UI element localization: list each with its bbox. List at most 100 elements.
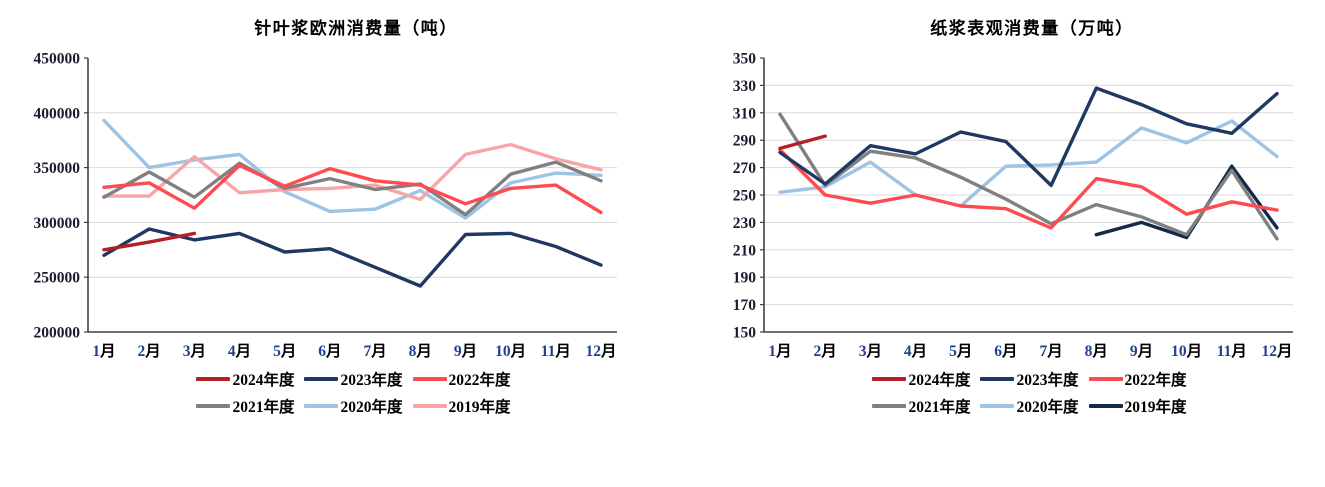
x-axis-label: 9月 <box>454 342 477 360</box>
y-axis-label: 250000 <box>34 270 81 287</box>
x-axis-label: 8月 <box>409 342 432 360</box>
x-axis-label: 7月 <box>363 342 386 360</box>
series-line-2023年度 <box>102 227 603 288</box>
legend-label: 2023年度 <box>1016 372 1079 389</box>
y-axis-label: 300000 <box>34 215 81 232</box>
series-line-2019年度 <box>1094 164 1279 240</box>
legend-item-2023年度: 2023年度 <box>304 368 403 390</box>
legend-item-2022年度: 2022年度 <box>412 368 511 390</box>
legend-item-2019年度: 2019年度 <box>1088 395 1187 417</box>
x-axis-label: 3月 <box>859 342 882 360</box>
legend-swatch-icon <box>304 404 339 408</box>
chart-legend: 2024年度 2023年度 2022年度 2021年度 2020年度 2019年度 <box>71 367 636 421</box>
legend-swatch-icon <box>412 377 447 381</box>
x-axis-label: 1月 <box>768 342 791 360</box>
x-axis-label: 6月 <box>994 342 1017 360</box>
legend-swatch-icon <box>1088 377 1123 381</box>
y-axis-label: 350 <box>733 51 757 68</box>
legend-item-2021年度: 2021年度 <box>196 395 294 417</box>
legend-row: 2024年度 2023年度 2022年度 <box>71 367 636 394</box>
x-axis-label: 10月 <box>495 342 526 360</box>
legend-label: 2022年度 <box>448 372 511 389</box>
legend-swatch-icon <box>196 377 231 381</box>
legend-item-2024年度: 2024年度 <box>196 368 294 390</box>
legend-swatch-icon <box>304 377 339 381</box>
legend-item-2020年度: 2020年度 <box>304 395 403 417</box>
legend-row: 2021年度 2020年度 2019年度 <box>71 394 636 421</box>
charts-row: 针叶浆欧洲消费量（吨） 200000 250000 300000 350000 4000… <box>16 0 1312 421</box>
legend-item-2021年度: 2021年度 <box>872 395 970 417</box>
series-line-2021年度 <box>778 112 1279 241</box>
legend-item-2022年度: 2022年度 <box>1088 368 1187 390</box>
legend-label: 2022年度 <box>1124 372 1187 389</box>
x-axis-label: 12月 <box>1261 342 1292 360</box>
legend-row: 2021年度 2020年度 2019年度 <box>747 394 1312 421</box>
series-line-2024年度 <box>102 231 197 252</box>
x-axis-label: 2月 <box>138 342 161 360</box>
x-axis-label: 11月 <box>541 342 571 360</box>
legend-label: 2019年度 <box>1124 399 1187 416</box>
x-axis-label: 6月 <box>318 342 341 360</box>
legend-label: 2024年度 <box>232 372 295 389</box>
y-axis-label: 350000 <box>34 160 81 177</box>
x-axis-label: 8月 <box>1085 342 1108 360</box>
x-axis-label: 5月 <box>273 342 296 360</box>
chart-title: 纸浆表观消费量（万吨） <box>930 19 1134 38</box>
y-axis-label: 210 <box>733 242 757 259</box>
legend-label: 2020年度 <box>340 399 403 416</box>
series-line-2024年度 <box>778 134 827 151</box>
legend-label: 2020年度 <box>1016 399 1079 416</box>
y-axis-label: 190 <box>733 270 757 287</box>
legend-item-2024年度: 2024年度 <box>872 368 970 390</box>
y-axis-label: 290 <box>733 133 757 150</box>
series-line-2019年度 <box>102 142 603 202</box>
y-axis-label: 400000 <box>34 105 81 122</box>
y-axis-label: 310 <box>733 105 757 122</box>
x-axis-label: 1月 <box>92 342 115 360</box>
line-chart-svg: 150 170 190 210 230 250 270 290 310 330 350 1月 2月 3月 4… <box>733 51 1293 360</box>
x-axis-label: 4月 <box>228 342 251 360</box>
legend-label: 2021年度 <box>908 399 971 416</box>
y-axis-label: 230 <box>733 215 757 232</box>
x-axis-label: 11月 <box>1217 342 1247 360</box>
chart-pulp-apparent-consumption: 纸浆表观消费量（万吨） 150 170 190 210 230 250 270 290 310 3… <box>692 0 1312 421</box>
legend-label: 2021年度 <box>232 399 295 416</box>
x-axis-label: 7月 <box>1039 342 1062 360</box>
legend-swatch-icon <box>980 377 1015 381</box>
legend-row: 2024年度 2023年度 2022年度 <box>747 367 1312 394</box>
y-axis-label: 250 <box>733 188 757 205</box>
y-axis-label: 270 <box>733 160 757 177</box>
series-line-2022年度 <box>102 163 603 215</box>
legend-item-2020年度: 2020年度 <box>980 395 1079 417</box>
legend-swatch-icon <box>872 404 907 408</box>
legend-label: 2023年度 <box>340 372 403 389</box>
y-axis-label: 450000 <box>34 51 81 68</box>
x-axis-label: 9月 <box>1130 342 1153 360</box>
y-axis-label: 200000 <box>34 325 81 342</box>
x-axis-label: 2月 <box>814 342 837 360</box>
chart-softwood-pulp-europe: 针叶浆欧洲消费量（吨） 200000 250000 300000 350000 4000… <box>16 0 636 421</box>
legend-swatch-icon <box>412 404 447 408</box>
legend-item-2019年度: 2019年度 <box>412 395 511 417</box>
y-axis-label: 330 <box>733 78 757 95</box>
x-axis-label: 5月 <box>949 342 972 360</box>
chart-legend: 2024年度 2023年度 2022年度 2021年度 2020年度 2019年度 <box>747 367 1312 421</box>
x-axis-label: 12月 <box>585 342 616 360</box>
legend-label: 2019年度 <box>448 399 511 416</box>
line-chart-svg: 200000 250000 300000 350000 400000 450000 1月 2月… <box>34 51 617 360</box>
chart-title: 针叶浆欧洲消费量（吨） <box>254 19 458 38</box>
series-line-2021年度 <box>102 160 603 217</box>
x-axis-label: 4月 <box>904 342 927 360</box>
x-axis-label: 10月 <box>1171 342 1202 360</box>
legend-label: 2024年度 <box>908 372 971 389</box>
legend-swatch-icon <box>1088 404 1123 408</box>
legend-swatch-icon <box>196 404 231 408</box>
series-line-2023年度 <box>778 86 1279 188</box>
y-axis-label: 170 <box>733 297 757 314</box>
legend-item-2023年度: 2023年度 <box>980 368 1079 390</box>
x-axis-label: 3月 <box>183 342 206 360</box>
legend-swatch-icon <box>872 377 907 381</box>
y-axis-label: 150 <box>733 325 757 342</box>
series-line-2022年度 <box>778 148 1279 230</box>
legend-swatch-icon <box>980 404 1015 408</box>
